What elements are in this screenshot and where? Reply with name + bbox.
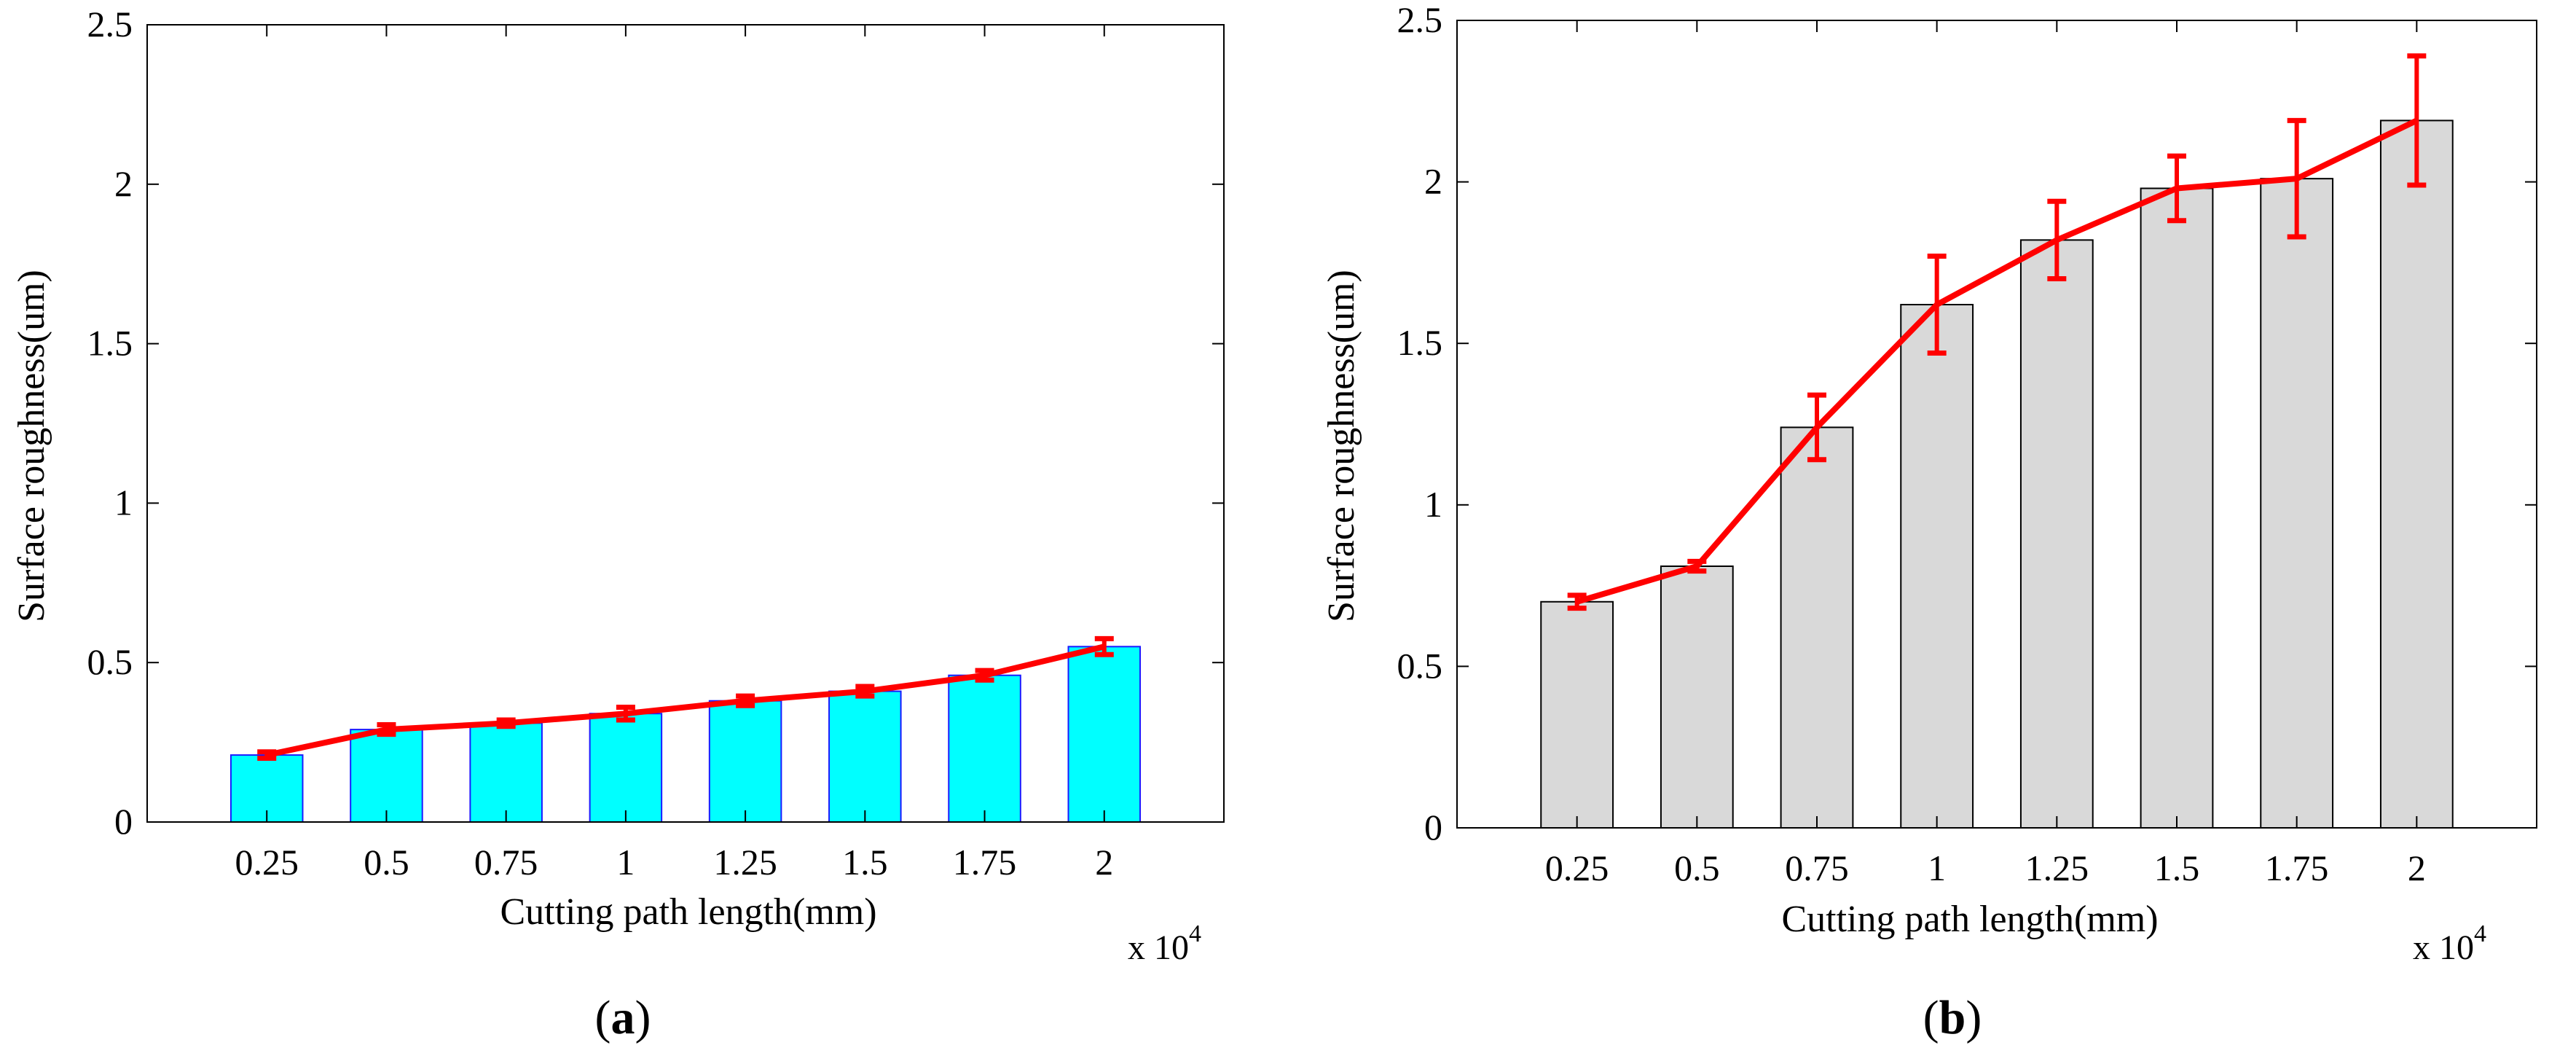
- chart-b-y-tick-label-4: 2: [1424, 161, 1442, 202]
- chart-a-bar-8: [1067, 646, 1142, 823]
- chart-a-y-tick-label-2: 1: [114, 482, 133, 522]
- chart-a-error-bar-3: [496, 717, 516, 729]
- panel-b-close-paren: ): [1966, 991, 1982, 1044]
- panel-a-close-paren: ): [635, 991, 651, 1044]
- chart-a-bar-4: [589, 713, 663, 823]
- panel-a-open-paren: (: [595, 991, 611, 1044]
- chart-a-x-tick-label-7: 2: [1095, 842, 1113, 882]
- chart-b-x-tick-label-5: 1.5: [2154, 848, 2200, 888]
- chart-a-y-axis-label: Surface roughness(um): [11, 270, 52, 622]
- chart-panel-b: 0 0.5 1 1.5 2 2.5 0.25 0.5 0.75 1 1.25 1.5 1.75 2 Cut…: [1321, 0, 2537, 1044]
- chart-panel-a: 0 0.5 1 1.5 2 2.5 0.25 0.5 0.75 1 1.25 1.5 1.75 2 Cut…: [11, 4, 1225, 1044]
- chart-b-error-bar-5: [2047, 198, 2067, 282]
- chart-a-y-tick-label-1: 0.5: [87, 641, 133, 682]
- panel-b-open-paren: (: [1923, 991, 1939, 1044]
- chart-b-axes-box: [1456, 20, 2537, 829]
- chart-a-bar-2: [350, 729, 423, 823]
- chart-b-error-bar-1: [1567, 592, 1587, 611]
- chart-b-x-tick-label-0: 0.25: [1545, 848, 1609, 888]
- chart-a-bar-3: [469, 722, 543, 823]
- chart-b-y-axis-label: Surface roughness(um): [1321, 270, 1362, 622]
- chart-b-y-tick-label-3: 1.5: [1397, 322, 1443, 363]
- chart-b-bar-3: [1780, 426, 1854, 829]
- chart-a-error-bar-7: [975, 668, 994, 683]
- chart-a-multiplier-base: x 10: [1128, 928, 1189, 967]
- chart-b-bar-4: [1900, 304, 1974, 829]
- chart-a-x-tick-label-6: 1.75: [953, 842, 1017, 882]
- chart-a-error-bar-5: [736, 693, 755, 708]
- chart-a-y-tick-label-0: 0: [114, 801, 133, 842]
- chart-a-x-axis-label: Cutting path length(mm): [500, 891, 876, 933]
- chart-b-bar-5: [2019, 239, 2094, 829]
- chart-b-y-tick-label-5: 2.5: [1397, 0, 1443, 40]
- chart-a-y-tick-label-3: 1.5: [87, 323, 133, 364]
- chart-b-x-tick-label-3: 1: [1928, 848, 1946, 888]
- chart-a-error-bar-1: [257, 749, 277, 761]
- chart-b-x-tick-label-6: 1.75: [2265, 848, 2329, 888]
- chart-b-y-tick-label-2: 1: [1424, 484, 1442, 525]
- chart-a-multiplier-exponent: 4: [1189, 920, 1201, 947]
- chart-a-x-multiplier: x 104: [1128, 920, 1201, 967]
- chart-b-x-tick-label-1: 0.5: [1674, 848, 1720, 888]
- chart-a-error-bar-6: [855, 684, 875, 699]
- chart-a-error-bar-2: [377, 722, 396, 737]
- chart-b-error-bar-2: [1687, 558, 1707, 574]
- chart-b-x-tick-label-2: 0.75: [1785, 848, 1849, 888]
- chart-b-error-bar-6: [2167, 153, 2186, 224]
- chart-a-x-tick-label-5: 1.5: [842, 842, 888, 882]
- chart-a-error-bar-8: [1094, 635, 1114, 657]
- chart-b-marks: 0 0.5 1 1.5 2 2.5 0.25 0.5 0.75 1 1.25 1.5 1.75 2: [1397, 0, 2537, 888]
- chart-b-x-tick-label-7: 2: [2408, 848, 2426, 888]
- chart-a-bar-6: [828, 690, 902, 823]
- chart-b-bar-2: [1660, 565, 1734, 829]
- chart-b-multiplier-base: x 10: [2413, 928, 2474, 967]
- chart-b-bar-8: [2379, 120, 2454, 829]
- chart-b-bar-1: [1540, 600, 1614, 829]
- panel-label-a: (a): [595, 991, 651, 1044]
- chart-a-bar-5: [708, 700, 782, 823]
- chart-b-error-bar-3: [1807, 392, 1826, 463]
- chart-b-error-bar-8: [2407, 53, 2427, 188]
- chart-b-line-series: [1576, 117, 2419, 605]
- chart-a-line-series: [266, 643, 1105, 759]
- chart-b-multiplier-exponent: 4: [2474, 920, 2486, 947]
- panel-a-letter: a: [611, 991, 635, 1044]
- chart-a-y-tick-label-4: 2: [114, 163, 133, 204]
- chart-b-x-tick-label-4: 1.25: [2025, 848, 2089, 888]
- chart-a-x-tick-label-4: 1.25: [713, 842, 777, 882]
- panel-b-letter: b: [1939, 991, 1966, 1044]
- chart-a-x-tick-label-1: 0.5: [364, 842, 409, 882]
- chart-a-bar-7: [948, 674, 1021, 823]
- chart-a-x-tick-label-0: 0.25: [235, 842, 299, 882]
- chart-b-x-axis-label: Cutting path length(mm): [1781, 899, 2158, 940]
- chart-a-y-tick-label-5: 2.5: [87, 4, 133, 44]
- chart-b-x-multiplier: x 104: [2413, 920, 2486, 967]
- chart-b-y-tick-label-1: 0.5: [1397, 645, 1443, 686]
- chart-b-error-bar-7: [2287, 117, 2306, 240]
- panel-label-b: (b): [1923, 991, 1982, 1044]
- chart-b-y-tick-label-0: 0: [1424, 807, 1442, 848]
- chart-a-error-bar-4: [616, 704, 635, 723]
- chart-b-error-bar-4: [1927, 254, 1947, 356]
- chart-a-x-tick-label-3: 1: [616, 842, 635, 882]
- chart-b-bar-6: [2140, 187, 2214, 829]
- chart-a-axes-box: [146, 24, 1225, 823]
- chart-b-bar-7: [2260, 178, 2334, 829]
- chart-a-x-tick-label-2: 0.75: [474, 842, 538, 882]
- chart-a-marks: 0 0.5 1 1.5 2 2.5 0.25 0.5 0.75 1 1.25 1.5 1.75 2: [87, 4, 1225, 882]
